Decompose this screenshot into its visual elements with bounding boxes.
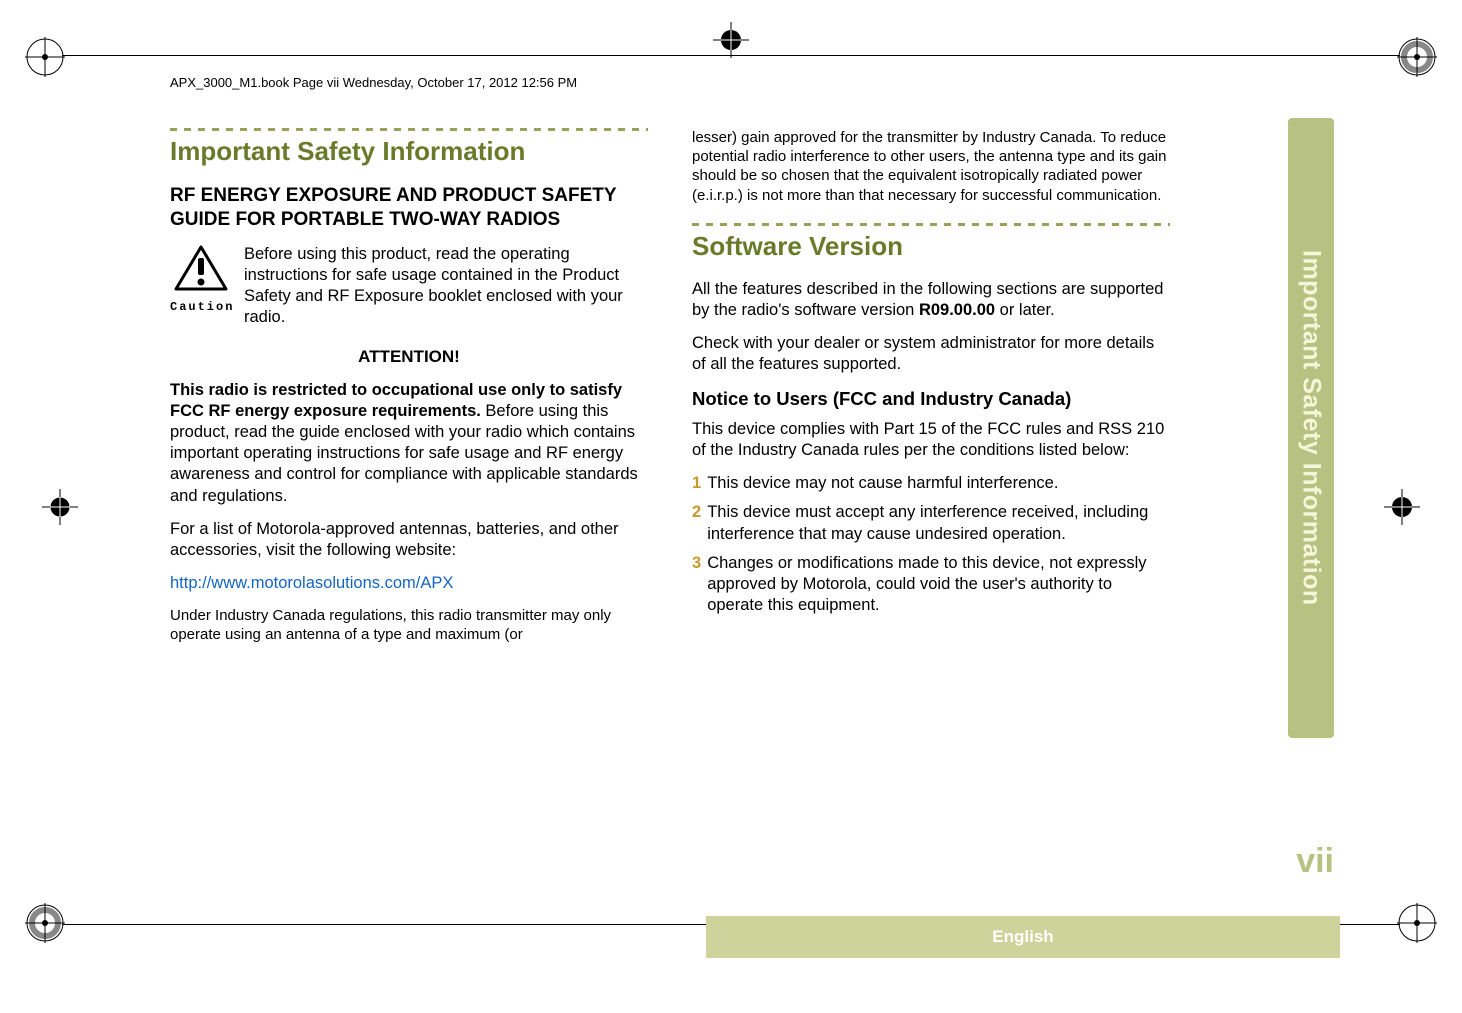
caution-block: Caution Before using this product, read … (170, 244, 648, 328)
crosshair-left (42, 489, 78, 525)
para-check-dealer: Check with your dealer or system adminis… (692, 333, 1170, 375)
subhead-notice: Notice to Users (FCC and Industry Canada… (692, 387, 1170, 411)
attention-heading: ATTENTION! (170, 346, 648, 368)
para-fcc-intro: This device complies with Part 15 of the… (692, 419, 1170, 461)
registration-mark-bottom-right (1397, 903, 1437, 943)
running-head: APX_3000_M1.book Page vii Wednesday, Oct… (170, 75, 577, 90)
list-number: 1 (692, 473, 701, 494)
crosshair-right (1384, 489, 1420, 525)
list-text: This device may not cause harmful interf… (707, 473, 1058, 494)
list-item: 3Changes or modifications made to this d… (692, 553, 1170, 616)
para-software-version: All the features described in the follow… (692, 279, 1170, 321)
apx-link[interactable]: http://www.motorolasolutions.com/APX (170, 573, 648, 594)
version-number: R09.00.00 (919, 301, 995, 319)
dash-rule-2 (692, 223, 1170, 226)
registration-mark-top-right (1397, 37, 1437, 77)
para-restricted: This radio is restricted to occupational… (170, 380, 648, 507)
para-industry-canada-cont: lesser) gain approved for the transmitte… (692, 128, 1170, 205)
column-left: Important Safety Information RF ENERGY E… (170, 128, 648, 656)
page-body: Important Safety Information RF ENERGY E… (170, 128, 1170, 656)
subhead-rf: RF ENERGY EXPOSURE AND PRODUCT SAFETY GU… (170, 184, 648, 232)
column-right: lesser) gain approved for the transmitte… (692, 128, 1170, 656)
registration-mark-bottom-left (25, 903, 65, 943)
side-tab: Important Safety Information (1288, 118, 1334, 738)
dash-rule (170, 128, 648, 131)
list-item: 1 This device may not cause harmful inter… (692, 473, 1170, 494)
page-number: vii (1296, 842, 1334, 881)
footer-language-band: English (706, 916, 1340, 958)
registration-mark-top-left (25, 37, 65, 77)
para-industry-canada-start: Under Industry Canada regulations, this … (170, 606, 648, 644)
crosshair-top (713, 22, 749, 58)
side-tab-label: Important Safety Information (1297, 250, 1326, 606)
section-title-safety: Important Safety Information (170, 135, 648, 168)
caution-label: Caution (170, 300, 232, 315)
footer-language: English (992, 927, 1053, 947)
list-number: 2 (692, 502, 701, 544)
caution-icon: Caution (170, 244, 232, 315)
caution-text: Before using this product, read the oper… (244, 244, 648, 328)
list-text: This device must accept any interference… (707, 502, 1170, 544)
list-text: Changes or modifications made to this de… (707, 553, 1170, 616)
list-number: 3 (692, 553, 701, 616)
para-accessories: For a list of Motorola-approved antennas… (170, 519, 648, 561)
fcc-conditions-list: 1 This device may not cause harmful inter… (692, 473, 1170, 616)
section-title-software: Software Version (692, 230, 1170, 263)
list-item: 2This device must accept any interferenc… (692, 502, 1170, 544)
crop-line-top (62, 55, 1400, 56)
